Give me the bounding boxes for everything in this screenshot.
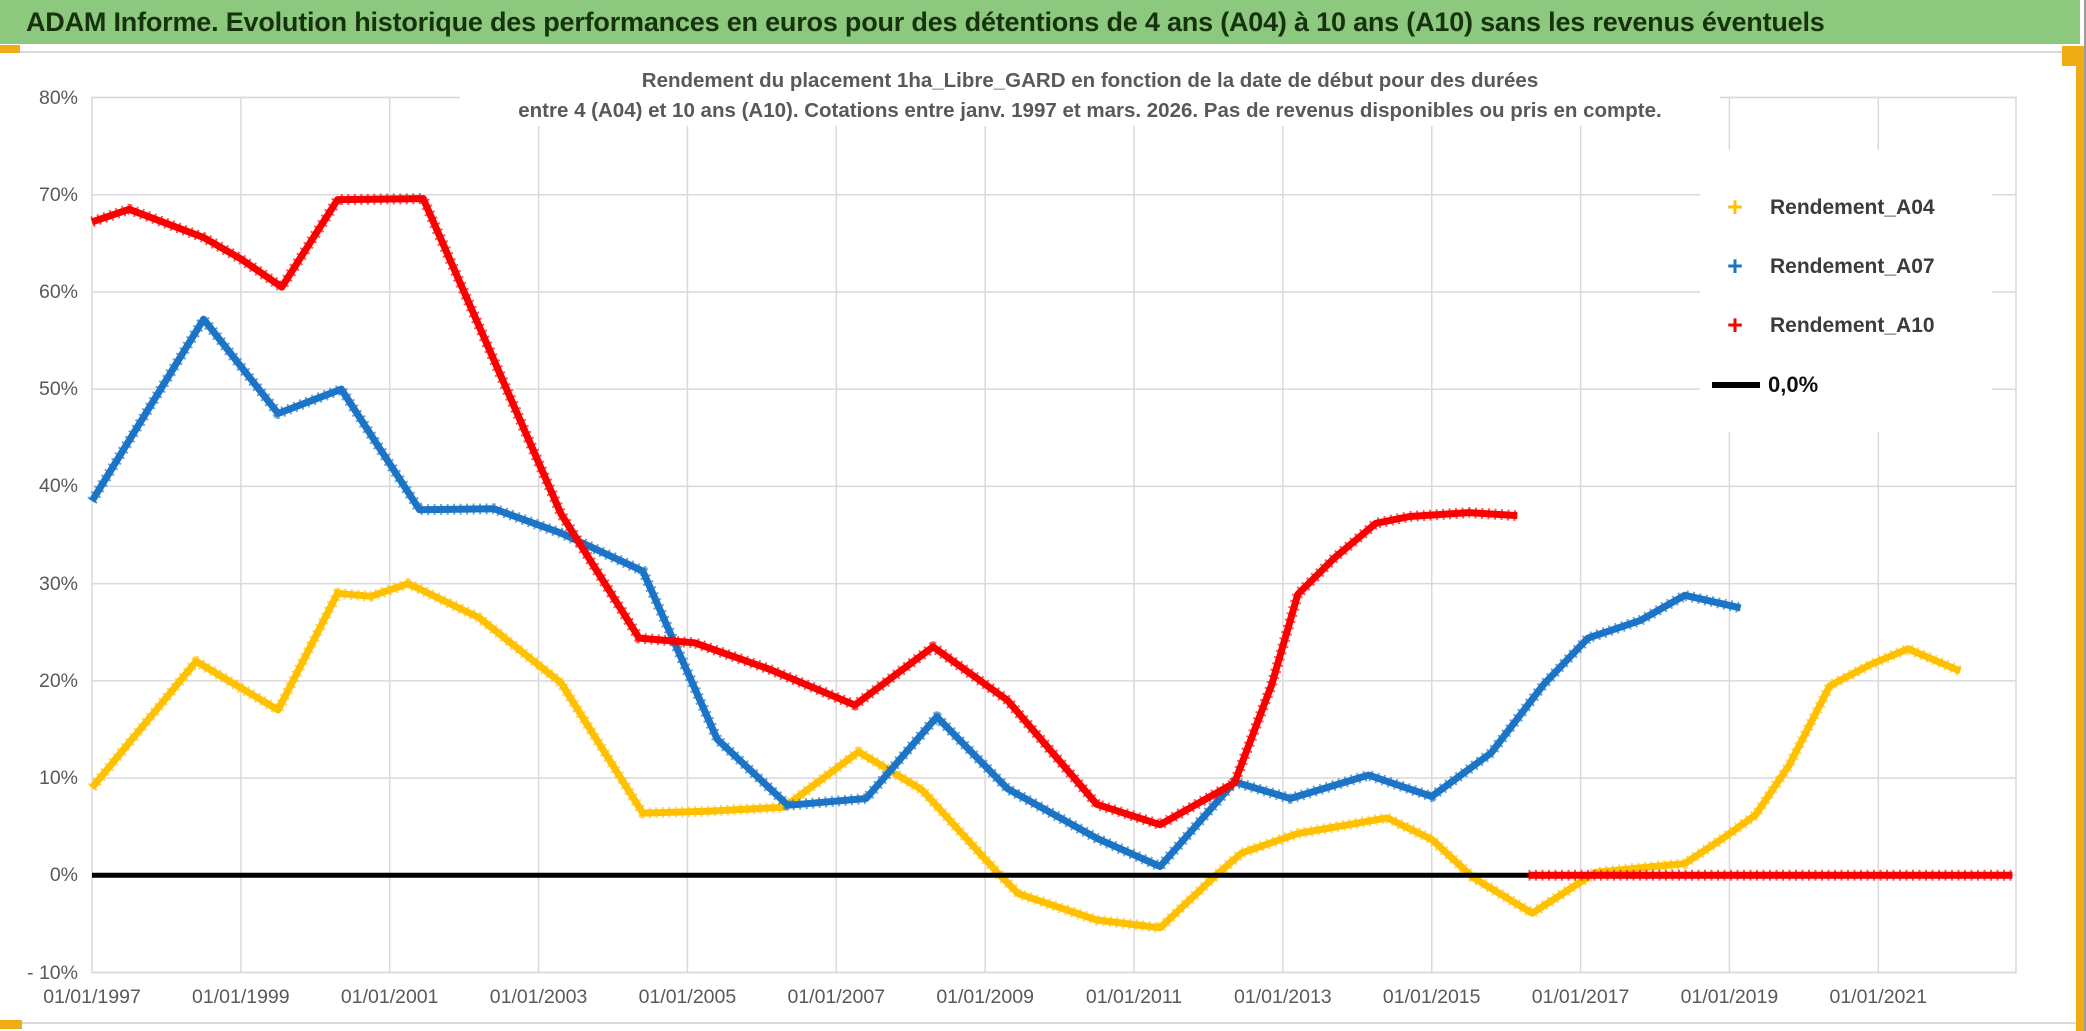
y-axis-tick-label: 10% <box>38 767 78 790</box>
y-axis-tick-label: 70% <box>38 183 78 206</box>
x-axis-tick-label: 01/01/2009 <box>936 986 1034 1008</box>
right-accent-border <box>2076 52 2084 1031</box>
line-swatch-icon <box>1712 381 1760 388</box>
chart-title-line-1: Rendement du placement 1ha_Libre_GARD en… <box>641 69 1539 92</box>
legend-item-zero-line[interactable]: 0,0% <box>1700 355 1992 414</box>
x-axis-tick-label: 01/01/1997 <box>43 986 141 1008</box>
legend-label: Rendement_A04 <box>1770 195 1935 219</box>
x-axis-tick-label: 01/01/2007 <box>787 986 886 1008</box>
series-line-Rendement_A10[interactable] <box>90 195 1518 829</box>
y-axis-tick-label: - 10% <box>27 961 78 984</box>
plus-marker-icon: + <box>1727 192 1743 222</box>
x-axis-tick-label: 01/01/2017 <box>1531 986 1630 1008</box>
plus-marker-icon: + <box>1727 310 1743 340</box>
legend-item-rendement-a07[interactable]: + Rendement_A07 <box>1700 237 1992 296</box>
legend-label: Rendement_A10 <box>1770 313 1935 337</box>
chart-legend: + Rendement_A04 + Rendement_A07 + Rendem… <box>1700 150 1992 432</box>
y-axis-tick-label: 30% <box>38 572 78 595</box>
plus-marker-icon: + <box>1727 251 1743 281</box>
x-axis-tick-label: 01/01/2019 <box>1680 986 1779 1008</box>
window-right-edge <box>2084 0 2086 1031</box>
bottom-divider-line <box>22 1022 2076 1024</box>
legend-item-rendement-a10[interactable]: + Rendement_A10 <box>1700 296 1992 355</box>
x-axis-tick-label: 01/01/2015 <box>1382 986 1481 1008</box>
y-axis-tick-label: 80% <box>38 86 78 109</box>
top-divider-line <box>20 51 2064 53</box>
sheet-header-bar: ADAM Informe. Evolution historique des p… <box>0 0 2080 44</box>
y-axis-tick-label: 20% <box>38 669 78 692</box>
x-axis-tick-label: 01/01/1999 <box>192 986 290 1008</box>
sheet-title: ADAM Informe. Evolution historique des p… <box>26 6 1825 37</box>
chart-title-line-2: entre 4 (A04) et 10 ans (A10). Cotations… <box>518 99 1662 122</box>
x-axis-tick-label: 01/01/2005 <box>638 986 737 1008</box>
x-axis-tick-label: 01/01/2011 <box>1085 986 1183 1008</box>
series-line-Rendement_A04[interactable] <box>89 580 1962 932</box>
y-axis-tick-label: 50% <box>38 378 78 401</box>
y-axis-tick-label: 0% <box>49 864 78 887</box>
y-axis-tick-label: 40% <box>38 475 78 498</box>
x-axis-tick-label: 01/01/2021 <box>1829 986 1928 1008</box>
top-left-accent-mark <box>0 45 20 53</box>
x-axis-tick-label: 01/01/2003 <box>489 986 588 1008</box>
legend-label: Rendement_A07 <box>1770 254 1935 278</box>
legend-item-rendement-a04[interactable]: + Rendement_A04 <box>1700 178 1992 237</box>
x-axis-tick-label: 01/01/2013 <box>1234 986 1332 1008</box>
legend-label: 0,0% <box>1768 371 1819 397</box>
chart-title: Rendement du placement 1ha_Libre_GARD en… <box>460 66 1720 126</box>
x-axis-tick-label: 01/01/2001 <box>340 986 439 1008</box>
bottom-left-accent-mark <box>0 1020 22 1029</box>
series-line-Rendement_A07[interactable] <box>89 315 1742 870</box>
y-axis-tick-label: 60% <box>38 280 78 303</box>
